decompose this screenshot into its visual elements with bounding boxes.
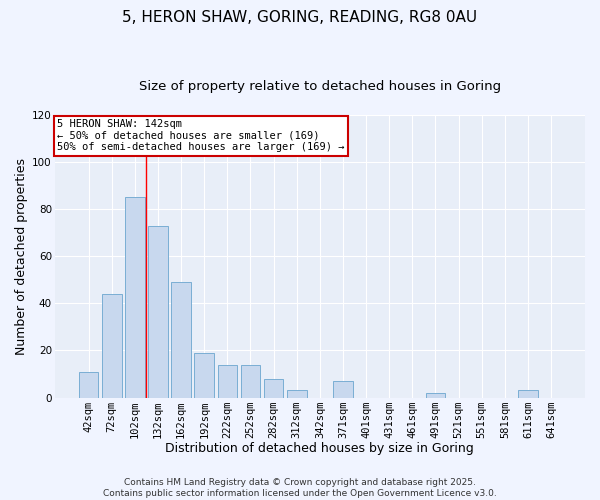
Bar bbox=[287, 390, 307, 398]
Y-axis label: Number of detached properties: Number of detached properties bbox=[15, 158, 28, 355]
Bar bbox=[425, 393, 445, 398]
Bar bbox=[148, 226, 168, 398]
Bar bbox=[102, 294, 122, 398]
Bar bbox=[171, 282, 191, 398]
Bar bbox=[518, 390, 538, 398]
Bar bbox=[218, 364, 237, 398]
Title: Size of property relative to detached houses in Goring: Size of property relative to detached ho… bbox=[139, 80, 501, 93]
Text: 5 HERON SHAW: 142sqm
← 50% of detached houses are smaller (169)
50% of semi-deta: 5 HERON SHAW: 142sqm ← 50% of detached h… bbox=[58, 119, 345, 152]
Bar bbox=[194, 353, 214, 398]
Text: Contains HM Land Registry data © Crown copyright and database right 2025.
Contai: Contains HM Land Registry data © Crown c… bbox=[103, 478, 497, 498]
Bar bbox=[264, 378, 283, 398]
Bar bbox=[79, 372, 98, 398]
Text: 5, HERON SHAW, GORING, READING, RG8 0AU: 5, HERON SHAW, GORING, READING, RG8 0AU bbox=[122, 10, 478, 25]
X-axis label: Distribution of detached houses by size in Goring: Distribution of detached houses by size … bbox=[166, 442, 474, 455]
Bar bbox=[125, 198, 145, 398]
Bar bbox=[333, 381, 353, 398]
Bar bbox=[241, 364, 260, 398]
